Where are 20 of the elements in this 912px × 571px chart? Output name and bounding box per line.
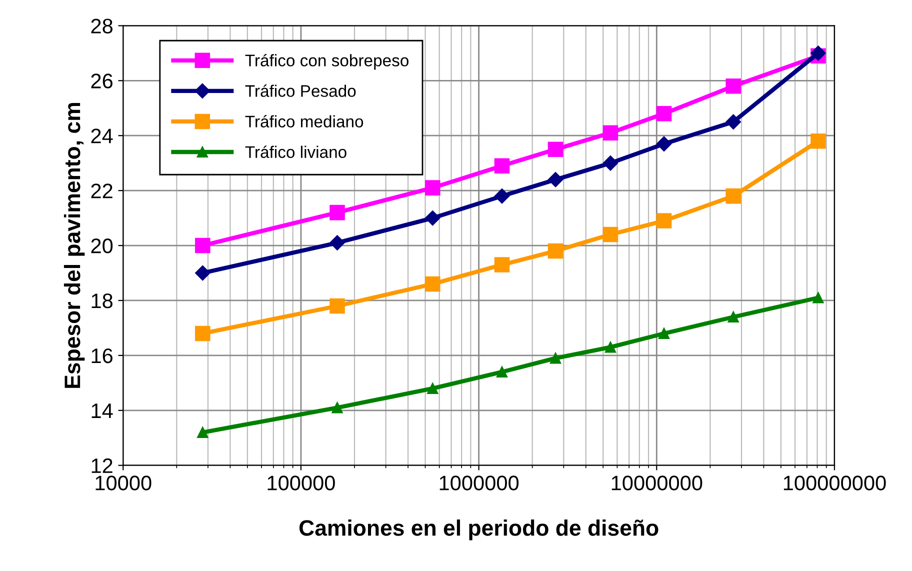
y-tick-label: 12 — [92, 458, 112, 473]
x-tick-label: 100000 — [268, 476, 335, 490]
y-tick-label: 28 — [91, 18, 112, 34]
y-tick-label: 22 — [91, 184, 112, 198]
x-tick-label: 1000000 — [440, 476, 519, 490]
legend-label: Tráfico Pesado — [245, 84, 356, 97]
y-tick-label: 26 — [91, 74, 112, 88]
y-tick-label: 18 — [92, 293, 112, 308]
y-tick-label: 24 — [91, 128, 113, 144]
legend-label: Tráfico con sobrepeso — [245, 54, 408, 70]
y-axis-title: Espesor del pavimento, cm — [64, 103, 85, 388]
legend-label: Tráfico liviano — [245, 146, 346, 158]
y-tick-label: 14 — [92, 404, 113, 418]
legend-label: Tráfico mediano — [245, 115, 364, 128]
x-tick-label: 100000000 — [784, 476, 886, 490]
x-tick-label: 10000000 — [612, 476, 702, 490]
x-tick-label: 10000 — [96, 476, 152, 490]
y-tick-label: 20 — [91, 238, 113, 254]
x-axis-title: Camiones en el periodo de diseño — [299, 520, 658, 540]
y-tick-label: 16 — [92, 348, 112, 364]
